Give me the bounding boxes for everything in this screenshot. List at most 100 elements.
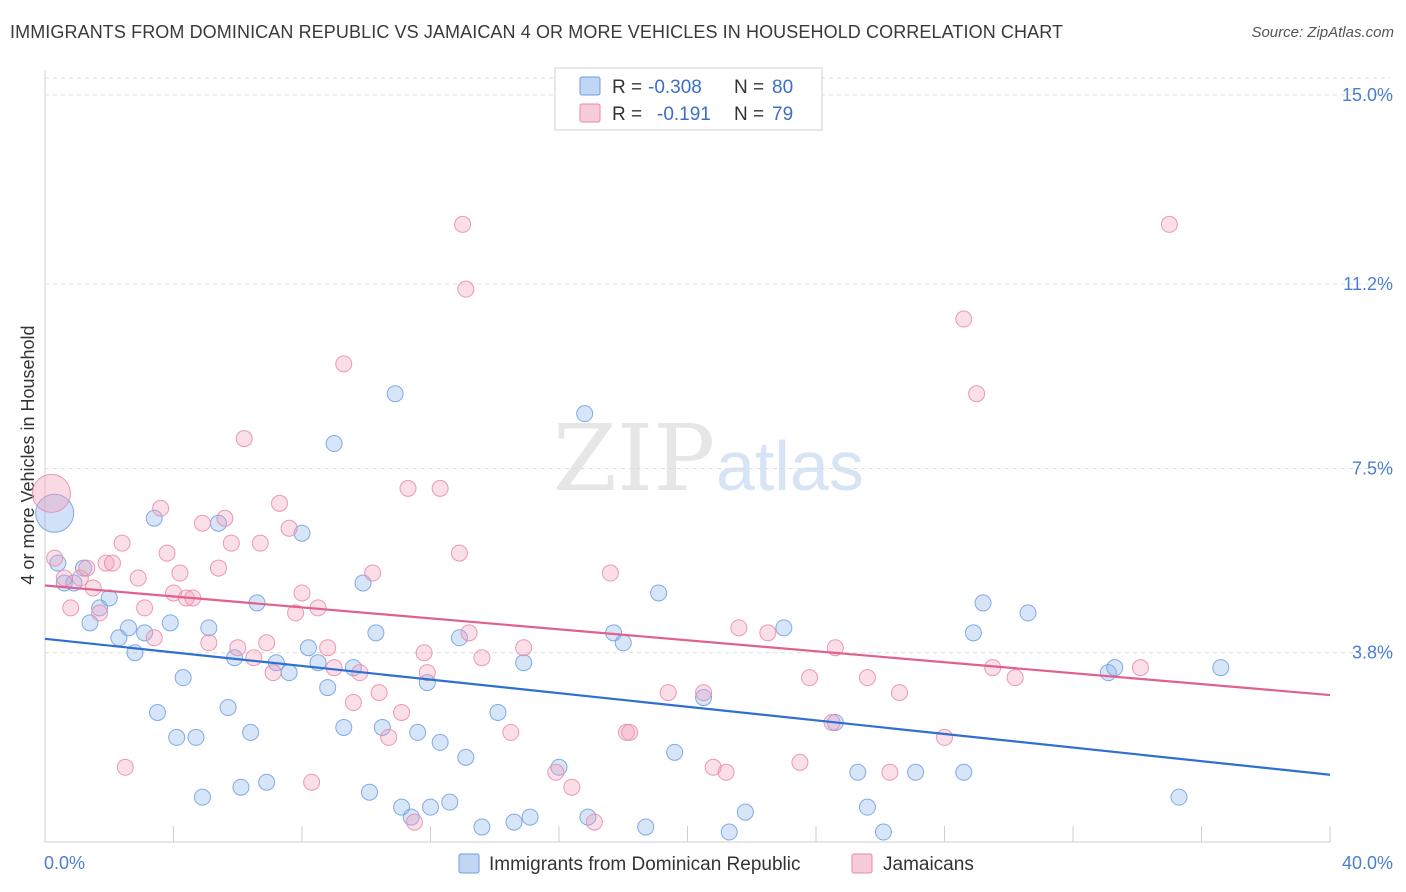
y-tick-label: 11.2% bbox=[1343, 274, 1393, 294]
data-point-dominican bbox=[293, 524, 311, 542]
data-point-jamaican bbox=[129, 569, 147, 587]
data-point-jamaican bbox=[399, 479, 417, 497]
data-point-dominican bbox=[242, 723, 260, 741]
data-point-dominican bbox=[505, 813, 523, 831]
data-point-dominican bbox=[409, 723, 427, 741]
legend-swatch-jamaican bbox=[579, 103, 601, 123]
data-point-dominican bbox=[49, 554, 67, 572]
data-point-dominican bbox=[200, 619, 218, 637]
data-point-jamaican bbox=[450, 544, 468, 562]
watermark: ZIP atlas bbox=[553, 405, 864, 512]
data-point-jamaican bbox=[216, 509, 234, 527]
data-point-dominican bbox=[736, 803, 754, 821]
y-tick-label: 3.8% bbox=[1352, 643, 1393, 663]
data-point-jamaican bbox=[158, 544, 176, 562]
data-point-dominican bbox=[373, 718, 391, 736]
data-point-dominican bbox=[174, 669, 192, 687]
data-point-jamaican bbox=[801, 669, 819, 687]
data-point-dominican bbox=[650, 584, 668, 602]
data-point-dominican bbox=[422, 798, 439, 816]
data-point-jamaican bbox=[91, 604, 109, 622]
data-point-dominican bbox=[521, 808, 539, 826]
legend-r-value-jamaican: -0.191 bbox=[657, 104, 711, 125]
chart-title: IMMIGRANTS FROM DOMINICAN REPUBLIC VS JA… bbox=[10, 22, 1064, 42]
data-point-dominican bbox=[232, 778, 250, 796]
legend-bottom-label-dominican: Immigrants from Dominican Republic bbox=[489, 854, 801, 875]
data-point-dominican bbox=[431, 733, 449, 751]
data-point-jamaican bbox=[113, 534, 131, 552]
gridlines bbox=[45, 77, 1390, 654]
data-point-dominican bbox=[695, 689, 713, 707]
data-point-jamaican bbox=[293, 584, 311, 602]
data-point-dominican bbox=[550, 758, 568, 776]
legend-top: R = -0.308 N = 80 R = -0.191 N = 79 bbox=[554, 67, 823, 131]
data-point-jamaican bbox=[621, 723, 639, 741]
data-point-dominican bbox=[1170, 788, 1188, 806]
y-axis-label: 4 or more Vehicles in Household bbox=[18, 325, 38, 584]
data-point-dominican bbox=[280, 664, 298, 682]
data-point-dominican bbox=[148, 704, 166, 722]
data-point-jamaican bbox=[730, 619, 748, 637]
axes bbox=[44, 70, 1331, 843]
legend-n-value-dominican: 80 bbox=[772, 77, 793, 98]
data-point-jamaican bbox=[78, 559, 96, 577]
legend-bottom-swatch-jamaican bbox=[851, 853, 873, 874]
data-point-jamaican bbox=[891, 684, 909, 702]
data-point-jamaican bbox=[968, 385, 986, 403]
data-point-jamaican bbox=[955, 310, 973, 328]
data-point-jamaican bbox=[405, 813, 423, 831]
legend-bottom-swatch-dominican bbox=[458, 853, 480, 874]
legend-n-value-jamaican: 79 bbox=[772, 104, 793, 125]
x-tick-labels: 0.0% 40.0% bbox=[44, 853, 1393, 873]
data-point-jamaican bbox=[858, 669, 876, 687]
data-point-jamaican bbox=[881, 763, 899, 781]
data-point-dominican bbox=[1106, 659, 1124, 677]
data-point-jamaican bbox=[364, 564, 382, 582]
data-point-jamaican bbox=[457, 280, 475, 298]
data-point-jamaican bbox=[280, 519, 298, 537]
data-point-dominican bbox=[325, 435, 343, 453]
data-point-jamaican bbox=[473, 649, 491, 667]
data-point-jamaican bbox=[84, 579, 102, 597]
data-point-dominican bbox=[319, 679, 337, 697]
data-point-jamaican bbox=[171, 564, 189, 582]
data-point-dominican bbox=[441, 793, 459, 811]
data-point-dominican bbox=[775, 619, 793, 637]
legend-bottom-label-jamaican: Jamaicans bbox=[883, 854, 974, 875]
data-point-jamaican bbox=[431, 479, 449, 497]
data-point-dominican bbox=[874, 823, 892, 841]
data-point-jamaican bbox=[152, 499, 170, 517]
data-point-jamaican bbox=[116, 758, 134, 776]
data-point-dominican bbox=[35, 493, 75, 533]
y-tick-label: 7.5% bbox=[1352, 458, 1393, 478]
data-point-jamaican bbox=[222, 534, 240, 552]
data-point-jamaican bbox=[235, 430, 253, 448]
data-point-jamaican bbox=[704, 758, 722, 776]
y-tick-labels: 3.8% 7.5% 11.2% 15.0% bbox=[1342, 85, 1393, 663]
legend-r-value-dominican: -0.308 bbox=[648, 77, 702, 98]
data-point-dominican bbox=[1212, 659, 1230, 677]
data-point-jamaican bbox=[229, 639, 247, 657]
legend-r-label-dominican: R = bbox=[612, 77, 642, 98]
data-point-dominican bbox=[360, 783, 378, 801]
data-point-jamaican bbox=[193, 514, 211, 532]
legend-n-label-jamaican: N = bbox=[734, 104, 764, 125]
data-point-jamaican bbox=[258, 634, 276, 652]
data-point-jamaican bbox=[585, 813, 603, 831]
legend-n-label-dominican: N = bbox=[734, 77, 764, 98]
data-point-jamaican bbox=[659, 684, 677, 702]
data-point-dominican bbox=[489, 704, 507, 722]
data-point-dominican bbox=[473, 818, 491, 836]
data-point-dominican bbox=[136, 624, 154, 642]
y-tick-label: 15.0% bbox=[1342, 85, 1393, 105]
data-point-jamaican bbox=[344, 694, 362, 712]
data-point-jamaican bbox=[62, 599, 80, 617]
data-point-jamaican bbox=[393, 704, 411, 722]
data-point-dominican bbox=[193, 788, 211, 806]
data-point-jamaican bbox=[209, 559, 227, 577]
x-tick-label: 40.0% bbox=[1342, 853, 1393, 873]
data-point-jamaican bbox=[200, 634, 218, 652]
data-point-dominican bbox=[187, 728, 205, 746]
data-point-dominican bbox=[258, 773, 276, 791]
